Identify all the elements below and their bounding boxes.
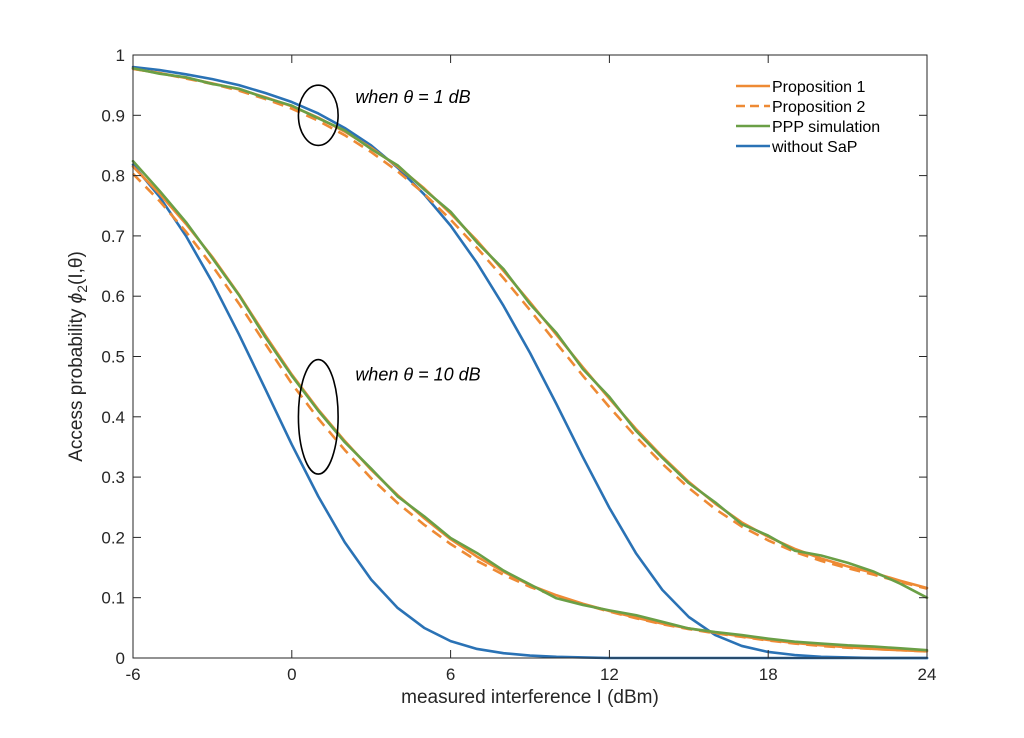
legend-label: PPP simulation: [772, 119, 880, 136]
series-line-theta_10dB-proposition-2: [132, 172, 928, 653]
y-tick-label: 0.9: [101, 106, 125, 125]
y-tick-label: 1: [116, 46, 125, 65]
series-line-theta_10dB-ppp-simulation: [131, 159, 929, 652]
y-tick-label: 0.4: [101, 408, 125, 427]
y-axis-title-args: (I,θ): [66, 251, 87, 285]
y-tick-label: 0.2: [101, 528, 125, 547]
x-tick-label: 18: [759, 665, 778, 684]
annotation-ellipse-2: [297, 358, 339, 475]
annotation-ellipse-1: [297, 84, 339, 147]
y-tick-label: 0: [116, 649, 125, 668]
legend-label: Proposition 2: [772, 99, 865, 116]
y-tick-label: 0.6: [101, 287, 125, 306]
annotation-layer: when θ = 1 dB when θ = 10 dB: [297, 84, 481, 475]
x-tick-label: 24: [918, 665, 937, 684]
y-tick-label: 0.7: [101, 227, 125, 246]
x-axis-title: measured interference I (dBm): [401, 687, 659, 708]
y-axis-title-subscript: 2: [74, 285, 90, 293]
y-tick-label: 0.1: [101, 589, 125, 608]
annotation-label-1: when θ = 1 dB: [355, 87, 470, 107]
y-tick-label: 0.3: [101, 468, 125, 487]
legend: Proposition 1 Proposition 2 PPP simulation…: [728, 74, 913, 160]
x-tick-label: 0: [287, 665, 296, 684]
series-layer: [131, 65, 929, 660]
y-axis-title-phi: ϕ: [66, 293, 87, 304]
series-line-theta_1dB-without-sap: [131, 65, 929, 660]
y-tick-label: 0.8: [101, 167, 125, 186]
annotation-label-2: when θ = 10 dB: [355, 365, 480, 385]
y-axis-title: Access probability ϕ2(I,θ): [66, 251, 90, 462]
x-tick-label: 6: [446, 665, 455, 684]
y-axis-title-prefix: Access probability: [66, 303, 87, 461]
legend-label: without SaP: [771, 139, 857, 156]
y-tick-label: 0.5: [101, 348, 125, 367]
x-tick-label: 12: [600, 665, 619, 684]
series-line-theta_1dB-ppp-simulation: [131, 66, 929, 600]
legend-label: Proposition 1: [772, 79, 865, 96]
x-tick-label: -6: [125, 665, 140, 684]
